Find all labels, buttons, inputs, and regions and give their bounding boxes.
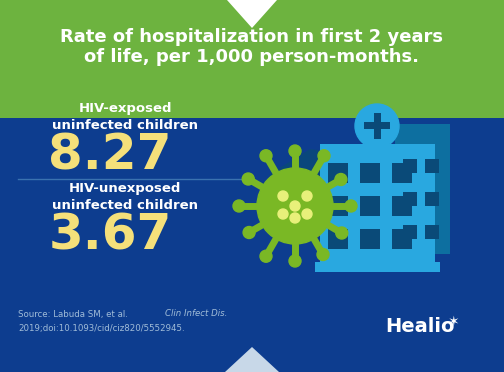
FancyBboxPatch shape	[374, 113, 381, 139]
Text: 3.67: 3.67	[48, 212, 172, 260]
FancyBboxPatch shape	[425, 159, 439, 173]
Circle shape	[278, 209, 288, 219]
Polygon shape	[225, 347, 279, 372]
FancyBboxPatch shape	[403, 225, 417, 239]
FancyBboxPatch shape	[328, 196, 348, 216]
Text: Rate of hospitalization in first 2 years: Rate of hospitalization in first 2 years	[60, 28, 444, 46]
FancyBboxPatch shape	[392, 163, 412, 183]
Circle shape	[355, 104, 399, 148]
Text: HIV-exposed
uninfected children: HIV-exposed uninfected children	[52, 102, 198, 132]
FancyBboxPatch shape	[403, 159, 417, 173]
FancyBboxPatch shape	[328, 229, 348, 249]
Text: Healio: Healio	[385, 317, 455, 336]
Circle shape	[302, 209, 312, 219]
Circle shape	[257, 168, 333, 244]
Circle shape	[242, 173, 254, 185]
Circle shape	[260, 250, 272, 262]
FancyBboxPatch shape	[425, 225, 439, 239]
Circle shape	[318, 150, 330, 162]
Circle shape	[345, 200, 357, 212]
Polygon shape	[265, 149, 350, 224]
FancyBboxPatch shape	[0, 0, 504, 118]
FancyBboxPatch shape	[360, 163, 380, 183]
Text: 8.27: 8.27	[48, 132, 172, 180]
FancyBboxPatch shape	[328, 163, 348, 183]
Circle shape	[289, 145, 301, 157]
FancyBboxPatch shape	[360, 196, 380, 216]
Circle shape	[233, 200, 245, 212]
FancyBboxPatch shape	[315, 262, 440, 272]
Text: HIV-unexposed
uninfected children: HIV-unexposed uninfected children	[52, 182, 198, 212]
Text: Clin Infect Dis.: Clin Infect Dis.	[165, 310, 227, 318]
Circle shape	[317, 248, 329, 260]
Circle shape	[290, 213, 300, 223]
Circle shape	[243, 227, 255, 238]
Circle shape	[260, 150, 272, 162]
Text: of life, per 1,000 person-months.: of life, per 1,000 person-months.	[85, 48, 419, 66]
FancyBboxPatch shape	[360, 229, 380, 249]
Polygon shape	[227, 0, 277, 28]
FancyBboxPatch shape	[392, 229, 412, 249]
Text: Source: Labuda SM, et al.: Source: Labuda SM, et al.	[18, 310, 131, 318]
FancyBboxPatch shape	[320, 144, 435, 264]
FancyBboxPatch shape	[364, 122, 390, 129]
Text: 2019;doi:10.1093/cid/ciz820/5552945.: 2019;doi:10.1093/cid/ciz820/5552945.	[18, 324, 184, 333]
FancyBboxPatch shape	[392, 196, 412, 216]
Circle shape	[335, 173, 347, 186]
Circle shape	[278, 191, 288, 201]
Circle shape	[302, 191, 312, 201]
FancyBboxPatch shape	[403, 192, 417, 206]
FancyBboxPatch shape	[395, 124, 450, 254]
Circle shape	[289, 255, 301, 267]
Circle shape	[290, 201, 300, 211]
Text: ✶: ✶	[448, 315, 460, 329]
Circle shape	[336, 227, 348, 239]
FancyBboxPatch shape	[425, 192, 439, 206]
